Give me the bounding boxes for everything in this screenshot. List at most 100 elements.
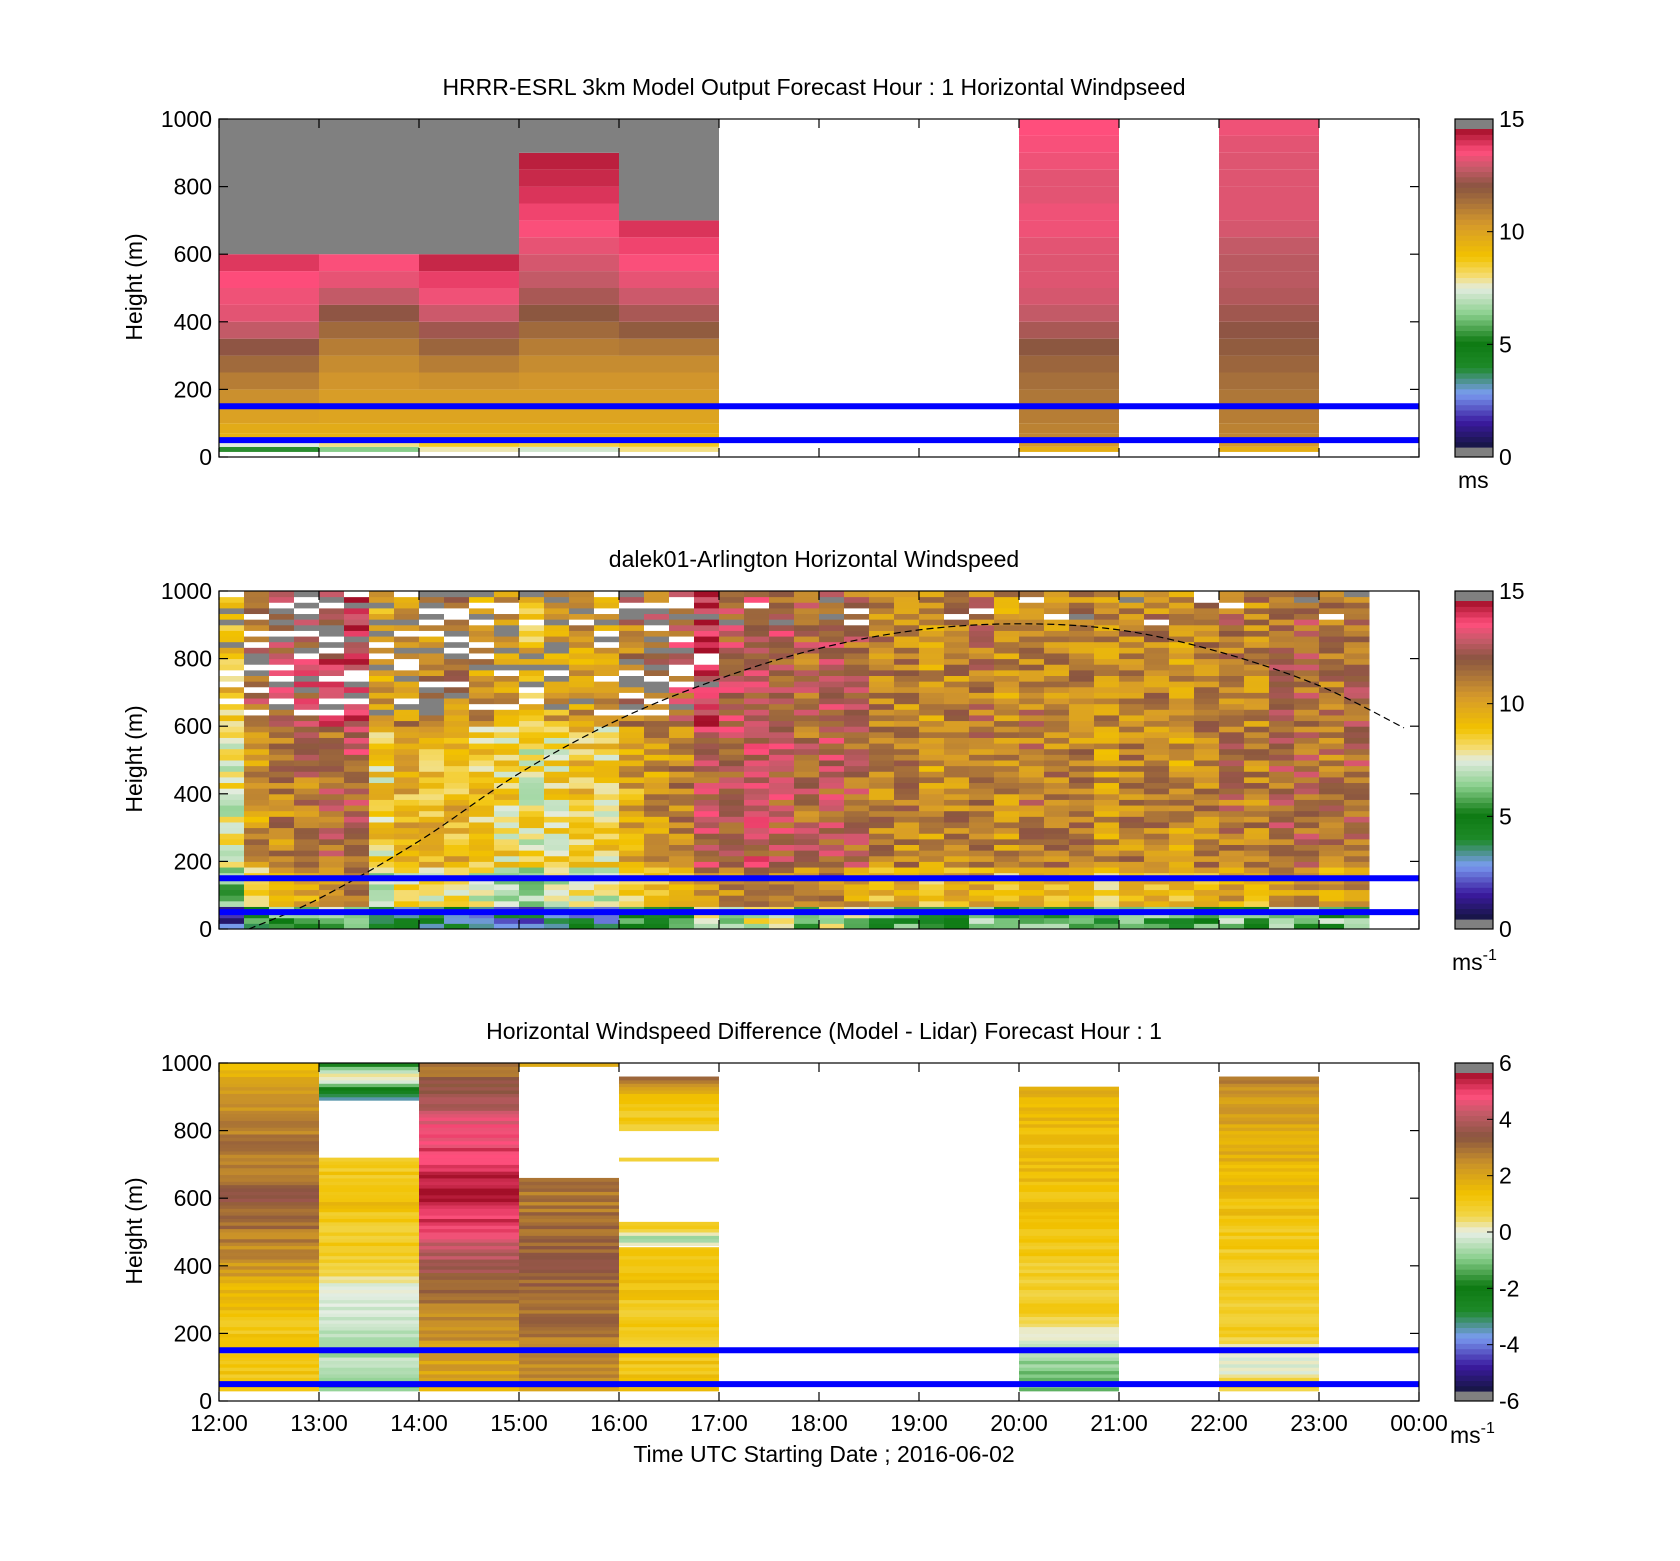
difference-cell bbox=[519, 1181, 619, 1186]
model-cell bbox=[219, 288, 319, 305]
difference-cell bbox=[319, 1188, 419, 1192]
model-cell bbox=[419, 446, 519, 452]
lidar-cell bbox=[719, 686, 745, 693]
difference-cell bbox=[219, 1255, 319, 1260]
lidar-cell bbox=[494, 788, 520, 795]
lidar-cell bbox=[1019, 878, 1045, 885]
lidar-cell bbox=[794, 917, 820, 924]
lidar-cell bbox=[1119, 658, 1145, 665]
difference-cell bbox=[219, 1086, 319, 1091]
lidar-missing-cell bbox=[369, 664, 395, 671]
lidar-cell bbox=[1269, 782, 1295, 789]
lidar-cell bbox=[294, 805, 320, 812]
difference-cell bbox=[219, 1360, 319, 1365]
lidar-cell bbox=[819, 838, 845, 845]
lidar-cell bbox=[1219, 844, 1245, 851]
lidar-cell bbox=[994, 816, 1020, 823]
difference-cell bbox=[1019, 1198, 1119, 1203]
difference-cell bbox=[319, 1360, 419, 1365]
lidar-cell bbox=[1269, 838, 1295, 845]
lidar-cell bbox=[1169, 754, 1195, 761]
lidar-cell bbox=[1019, 624, 1045, 631]
difference-cell bbox=[419, 1275, 519, 1280]
lidar-cell bbox=[269, 805, 295, 812]
lidar-cell bbox=[744, 771, 770, 778]
lidar-cell bbox=[994, 838, 1020, 845]
lidar-cell bbox=[1119, 788, 1145, 795]
lidar-cell bbox=[769, 647, 795, 654]
lidar-cell bbox=[1244, 748, 1270, 755]
lidar-missing-cell bbox=[619, 675, 645, 682]
lidar-cell bbox=[1094, 900, 1120, 907]
lidar-cell bbox=[969, 647, 995, 654]
lidar-nodata-cell bbox=[594, 591, 620, 598]
lidar-cell bbox=[519, 760, 545, 767]
lidar-cell bbox=[1219, 720, 1245, 727]
difference-cell bbox=[1219, 1140, 1319, 1145]
difference-cell bbox=[1019, 1279, 1119, 1284]
difference-cell bbox=[1019, 1150, 1119, 1155]
lidar-cell bbox=[894, 816, 920, 823]
lidar-cell bbox=[894, 624, 920, 631]
difference-cell bbox=[419, 1215, 519, 1219]
difference-cell bbox=[219, 1289, 319, 1294]
lidar-cell bbox=[1144, 923, 1170, 930]
lidar-cell bbox=[919, 636, 945, 643]
lidar-cell bbox=[1219, 810, 1245, 817]
lidar-cell bbox=[544, 607, 570, 615]
lidar-cell bbox=[1119, 838, 1145, 845]
panel-1-heatmap bbox=[219, 119, 1319, 452]
lidar-cell bbox=[1244, 821, 1270, 829]
lidar-cell bbox=[444, 917, 470, 924]
lidar-cell bbox=[869, 760, 895, 767]
lidar-cell bbox=[444, 703, 470, 710]
lidar-cell bbox=[544, 900, 570, 907]
difference-cell bbox=[1019, 1309, 1119, 1314]
lidar-cell bbox=[919, 692, 945, 699]
lidar-cell bbox=[1269, 630, 1295, 637]
lidar-missing-cell bbox=[494, 647, 520, 654]
lidar-nodata-cell bbox=[394, 591, 420, 598]
difference-cell bbox=[619, 1326, 719, 1331]
lidar-cell bbox=[1169, 867, 1195, 874]
lidar-cell bbox=[1069, 709, 1095, 716]
x-axis-label: Time UTC Starting Date ; 2016-06-02 bbox=[633, 1441, 1014, 1467]
colorbar-frame bbox=[1454, 590, 1494, 930]
lidar-cell bbox=[394, 765, 420, 772]
lidar-cell bbox=[1194, 760, 1220, 767]
colorbar-segment bbox=[1455, 691, 1493, 697]
colorbar-segment bbox=[1455, 892, 1493, 899]
lidar-cell bbox=[544, 726, 570, 733]
lidar-cell bbox=[1119, 917, 1145, 924]
lidar-missing-cell bbox=[1119, 596, 1145, 603]
lidar-cell bbox=[869, 838, 895, 845]
difference-cell bbox=[219, 1147, 319, 1152]
colorbar-segment bbox=[1455, 1147, 1493, 1154]
lidar-cell bbox=[1119, 602, 1145, 609]
lidar-cell bbox=[944, 619, 970, 626]
lidar-cell bbox=[819, 602, 845, 609]
difference-cell bbox=[419, 1201, 519, 1206]
lidar-cell bbox=[719, 883, 745, 891]
lidar-cell bbox=[1144, 607, 1170, 615]
lidar-cell bbox=[219, 923, 245, 930]
lidar-cell bbox=[744, 641, 770, 648]
model-cell bbox=[1219, 169, 1319, 187]
lidar-nodata-cell bbox=[594, 607, 620, 615]
lidar-cell bbox=[1294, 850, 1320, 857]
lidar-cell bbox=[869, 709, 895, 716]
lidar-cell bbox=[944, 833, 970, 840]
lidar-cell bbox=[519, 754, 545, 761]
lidar-cell bbox=[419, 838, 445, 845]
colorbar-segment bbox=[1455, 675, 1493, 682]
difference-cell bbox=[419, 1096, 519, 1101]
lidar-cell bbox=[1044, 855, 1070, 862]
lidar-nodata-cell bbox=[419, 607, 445, 615]
lidar-cell bbox=[994, 878, 1020, 885]
difference-cell bbox=[319, 1177, 419, 1182]
lidar-cell bbox=[394, 810, 420, 817]
lidar-cell bbox=[694, 641, 720, 648]
lidar-cell bbox=[1219, 878, 1245, 885]
lidar-cell bbox=[569, 838, 595, 845]
